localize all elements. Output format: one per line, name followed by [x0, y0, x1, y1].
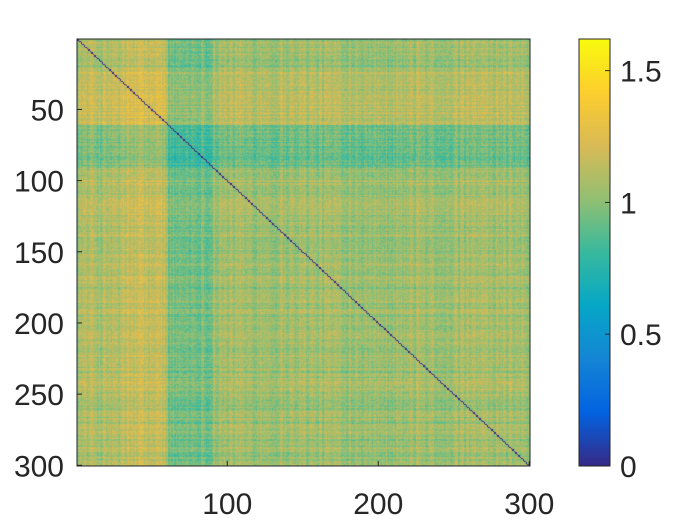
y-tick-label: 50 — [31, 94, 64, 127]
x-axis-ticks: 100 200 300 — [202, 461, 554, 521]
heatmap-axes-frame — [76, 38, 531, 467]
y-tick-label: 250 — [14, 379, 64, 412]
x-tick-label: 100 — [202, 488, 252, 521]
x-tick-label: 200 — [353, 488, 403, 521]
x-tick-label: 300 — [504, 488, 554, 521]
y-axis-ticks: 50 100 150 200 250 300 — [14, 94, 82, 483]
colorbar-tick-label: 0.5 — [620, 319, 662, 352]
colorbar-frame — [578, 38, 611, 467]
y-tick-label: 150 — [14, 237, 64, 270]
colorbar-gradient — [579, 39, 610, 466]
colorbar-tick-label: 1.5 — [620, 56, 662, 89]
colorbar-ticks: 0 0.5 1 1.5 — [605, 56, 662, 484]
y-tick-label: 200 — [14, 308, 64, 341]
colorbar-tick-label: 1 — [620, 187, 637, 220]
y-tick-label: 100 — [14, 166, 64, 199]
colorbar-tick-label: 0 — [620, 451, 637, 484]
y-tick-label: 300 — [14, 450, 64, 483]
heatmap-image — [77, 39, 530, 466]
